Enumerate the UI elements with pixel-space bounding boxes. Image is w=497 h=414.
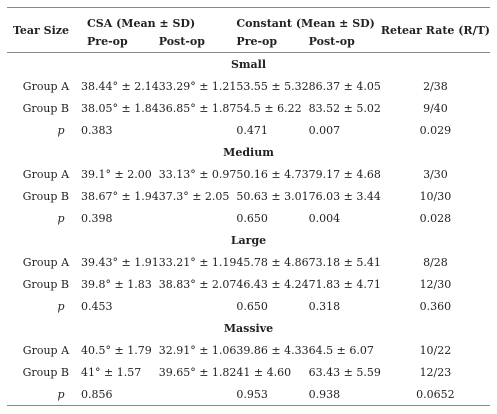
constant-postop-p-value: 0.938 xyxy=(308,387,341,401)
csa-preop-value: 38.67° ± 1.94 xyxy=(81,189,159,203)
p-value-row: p 0.383 0.471 0.007 0.029 xyxy=(7,119,490,141)
constant-preop-value: 53.55 ± 5.32 xyxy=(236,79,309,93)
constant-postop-value: 64.5 ± 6.07 xyxy=(308,343,374,357)
retear-value: 12/30 xyxy=(419,277,452,291)
p-value-row: p 0.856 0.953 0.938 0.0652 xyxy=(7,383,490,406)
csa-postop-header: Post-op xyxy=(158,34,205,48)
constant-preop-p-value: 0.471 xyxy=(236,123,268,137)
constant-preop-value: 45.78 ± 4.86 xyxy=(236,255,309,269)
csa-postop-value: 38.83° ± 2.07 xyxy=(158,277,237,291)
csa-p-value: 0.453 xyxy=(81,299,113,313)
constant-postop-value: 76.03 ± 3.44 xyxy=(308,189,381,203)
p-label: p xyxy=(57,299,65,313)
csa-postop-value: 36.85° ± 1.87 xyxy=(158,101,237,115)
table-row: Group B 39.8° ± 1.83 38.83° ± 2.07 46.43… xyxy=(7,273,490,295)
constant-postop-value: 79.17 ± 4.68 xyxy=(308,167,381,181)
group-label: Group B xyxy=(22,189,70,203)
constant-postop-p-value: 0.318 xyxy=(308,299,341,313)
group-label: Group B xyxy=(22,101,70,115)
csa-postop-value: 37.3° ± 2.05 xyxy=(158,189,230,203)
csa-preop-value: 41° ± 1.57 xyxy=(81,365,142,379)
tear-size-header: Tear Size xyxy=(13,23,70,37)
constant-postop-header: Post-op xyxy=(308,34,355,48)
csa-header: CSA (Mean ± SD) xyxy=(87,17,196,30)
constant-postop-value: 63.43 ± 5.59 xyxy=(308,365,381,379)
constant-postop-value: 71.83 ± 4.71 xyxy=(308,277,381,291)
group-label: Group A xyxy=(22,167,70,181)
table-row: Group B 41° ± 1.57 39.65° ± 1.82 41 ± 4.… xyxy=(7,361,490,383)
group-label: Group A xyxy=(22,79,70,93)
csa-p-value: 0.856 xyxy=(81,387,113,401)
p-value-row: p 0.398 0.650 0.004 0.028 xyxy=(7,207,490,229)
p-label: p xyxy=(57,211,65,225)
group-label: Group B xyxy=(22,365,70,379)
section-heading-massive: Massive xyxy=(223,321,274,335)
constant-preop-value: 46.43 ± 4.24 xyxy=(236,277,309,291)
constant-postop-value: 73.18 ± 5.41 xyxy=(308,255,381,269)
table-row: Group A 39.43° ± 1.91 33.21° ± 1.19 45.7… xyxy=(7,251,490,273)
table-row: Group A 40.5° ± 1.79 32.91° ± 1.06 39.86… xyxy=(7,339,490,361)
table-row: Group A 39.1° ± 2.00 33.13° ± 0.97 50.16… xyxy=(7,163,490,185)
constant-preop-value: 39.86 ± 4.33 xyxy=(236,343,309,357)
table-row: Group B 38.67° ± 1.94 37.3° ± 2.05 50.63… xyxy=(7,185,490,207)
constant-postop-p-value: 0.004 xyxy=(308,211,341,225)
constant-preop-value: 50.16 ± 4.73 xyxy=(236,167,309,181)
csa-preop-value: 39.43° ± 1.91 xyxy=(81,255,159,269)
retear-value: 10/22 xyxy=(419,343,452,357)
p-value-row: p 0.453 0.650 0.318 0.360 xyxy=(7,295,490,317)
retear-value: 12/23 xyxy=(419,365,452,379)
constant-preop-value: 54.5 ± 6.22 xyxy=(236,101,302,115)
p-label: p xyxy=(57,387,65,401)
constant-postop-p-value: 0.007 xyxy=(308,123,341,137)
retear-header: Retear Rate (R/T) xyxy=(380,23,490,37)
retear-p-value: 0.0652 xyxy=(416,387,455,401)
constant-preop-value: 41 ± 4.60 xyxy=(236,365,292,379)
retear-p-value: 0.028 xyxy=(419,211,452,225)
constant-preop-value: 50.63 ± 3.01 xyxy=(236,189,309,203)
retear-p-value: 0.360 xyxy=(419,299,452,313)
constant-postop-value: 83.52 ± 5.02 xyxy=(308,101,381,115)
table-row: Group A 38.44° ± 2.14 33.29° ± 1.21 53.5… xyxy=(7,75,490,97)
section-heading-large: Large xyxy=(230,233,267,247)
section-heading-small: Small xyxy=(230,57,267,71)
retear-value: 3/30 xyxy=(423,167,448,181)
csa-postop-value: 33.21° ± 1.19 xyxy=(158,255,237,269)
constant-preop-p-value: 0.650 xyxy=(236,299,268,313)
csa-preop-value: 40.5° ± 1.79 xyxy=(81,343,152,357)
results-table: Tear Size CSA (Mean ± SD) Constant (Mean… xyxy=(7,7,490,406)
csa-postop-value: 39.65° ± 1.82 xyxy=(158,365,237,379)
retear-value: 9/40 xyxy=(423,101,448,115)
constant-postop-value: 86.37 ± 4.05 xyxy=(308,79,381,93)
csa-preop-value: 39.1° ± 2.00 xyxy=(81,167,152,181)
section-heading-medium: Medium xyxy=(223,145,274,159)
constant-header: Constant (Mean ± SD) xyxy=(236,17,375,30)
group-label: Group A xyxy=(22,343,70,357)
table-row: Group B 38.05° ± 1.84 36.85° ± 1.87 54.5… xyxy=(7,97,490,119)
csa-preop-value: 38.44° ± 2.14 xyxy=(81,79,159,93)
constant-preop-p-value: 0.650 xyxy=(236,211,268,225)
csa-preop-header: Pre-op xyxy=(87,34,128,48)
constant-preop-p-value: 0.953 xyxy=(236,387,268,401)
csa-postop-value: 33.13° ± 0.97 xyxy=(158,167,237,181)
group-label: Group A xyxy=(22,255,70,269)
csa-postop-value: 33.29° ± 1.21 xyxy=(158,79,237,93)
csa-postop-value: 32.91° ± 1.06 xyxy=(158,343,237,357)
p-label: p xyxy=(57,123,65,137)
retear-value: 10/30 xyxy=(419,189,452,203)
retear-value: 8/28 xyxy=(423,255,448,269)
group-label: Group B xyxy=(22,277,70,291)
csa-preop-value: 39.8° ± 1.83 xyxy=(81,277,152,291)
retear-p-value: 0.029 xyxy=(419,123,452,137)
csa-preop-value: 38.05° ± 1.84 xyxy=(81,101,159,115)
retear-value: 2/38 xyxy=(423,79,448,93)
csa-p-value: 0.383 xyxy=(81,123,113,137)
csa-p-value: 0.398 xyxy=(81,211,113,225)
constant-preop-header: Pre-op xyxy=(236,34,278,48)
